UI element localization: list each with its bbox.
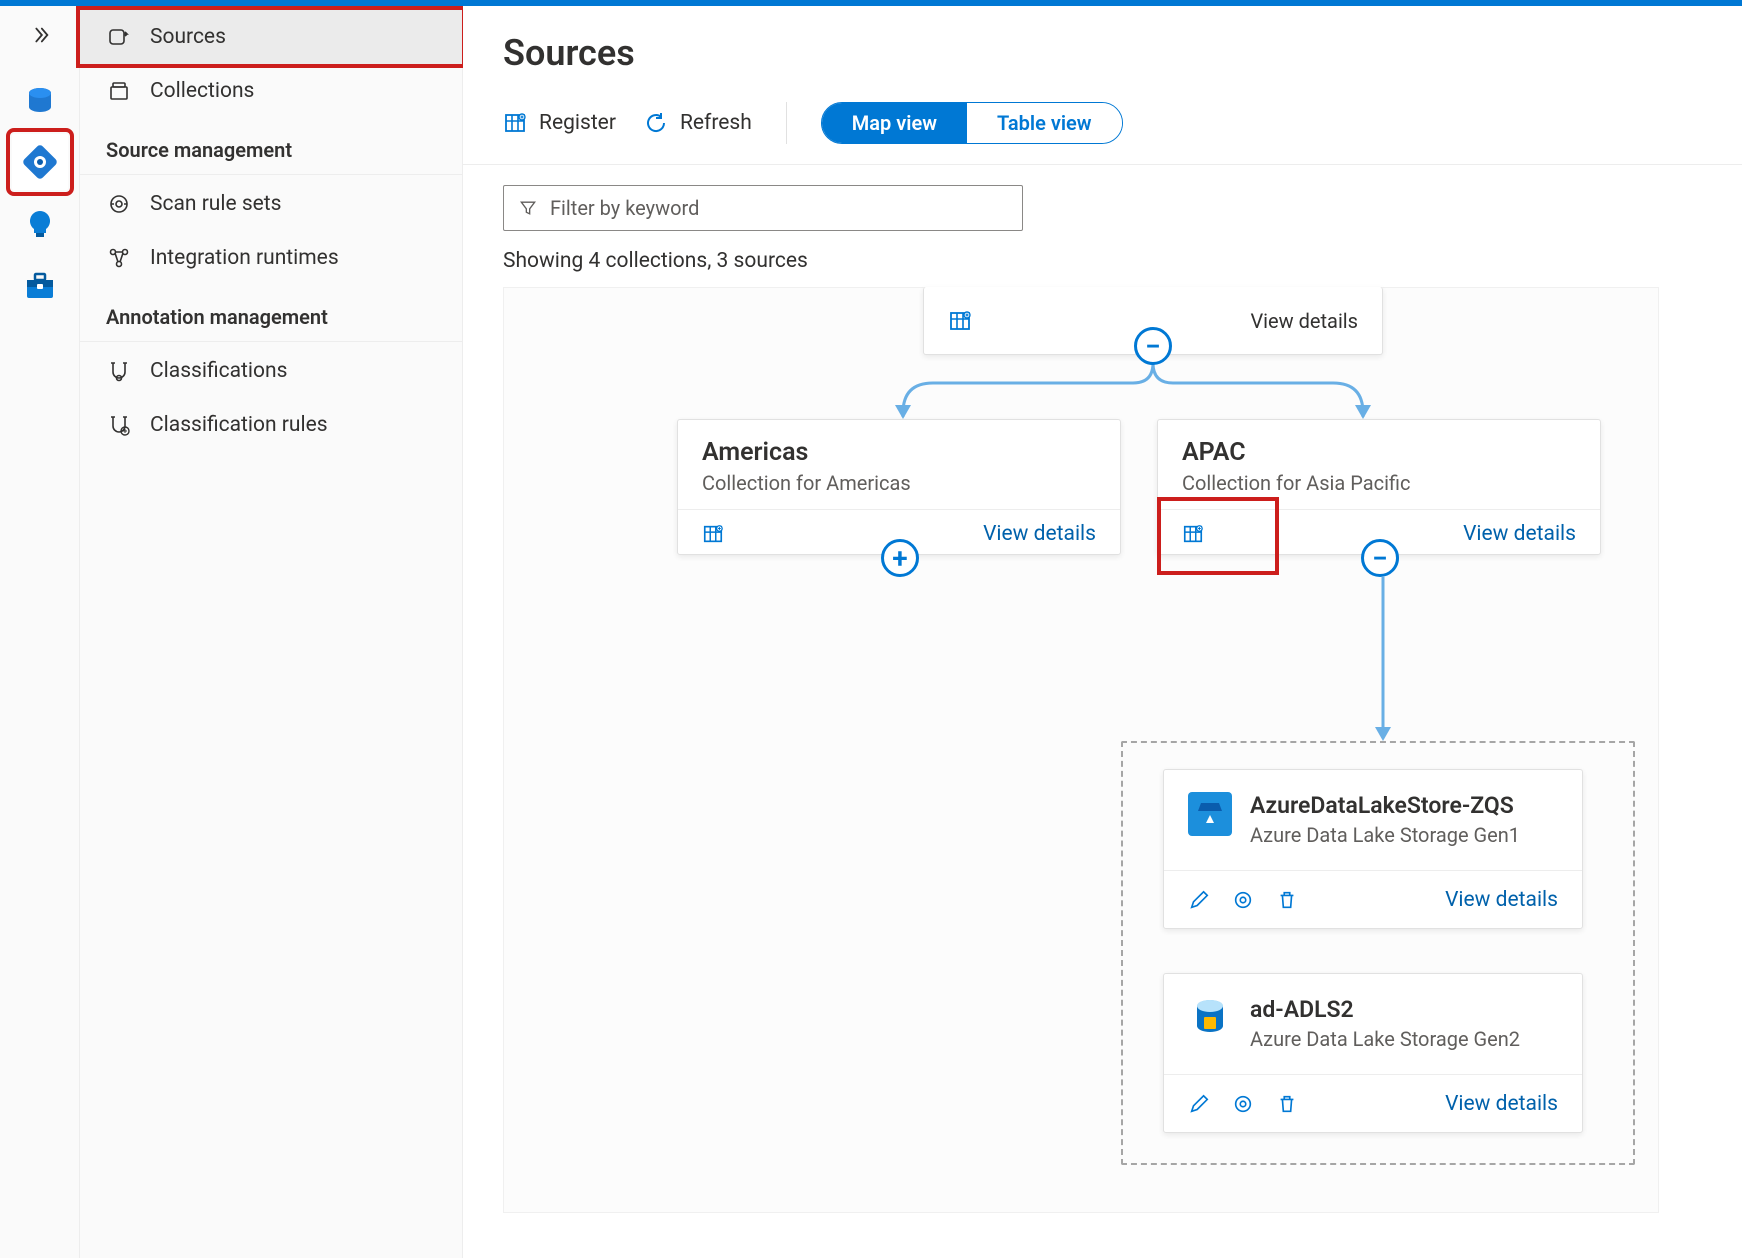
view-toggle-map[interactable]: Map view — [822, 103, 967, 143]
delete-icon[interactable] — [1276, 1093, 1298, 1115]
root-collapse-button[interactable]: − — [1134, 327, 1172, 365]
refresh-label: Refresh — [680, 111, 752, 135]
rail-item-insights[interactable] — [12, 196, 68, 252]
view-details-link[interactable]: View details — [1250, 309, 1358, 333]
section-header-annotation-management: Annotation management — [80, 285, 462, 342]
source-card-adls2: ad-ADLS2 Azure Data Lake Storage Gen2 Vi… — [1163, 973, 1583, 1133]
filter-placeholder: Filter by keyword — [550, 196, 699, 220]
source-map-icon — [23, 145, 57, 179]
refresh-icon — [644, 111, 668, 135]
sidebar-item-label: Collections — [150, 79, 254, 103]
toolbox-icon — [25, 272, 55, 300]
sidebar-item-sources[interactable]: Sources — [80, 10, 462, 64]
edit-icon[interactable] — [1188, 889, 1210, 911]
register-label: Register — [539, 111, 616, 135]
adls-gen1-logo-icon — [1188, 792, 1232, 836]
americas-expand-button[interactable]: + — [881, 539, 919, 577]
sidebar-item-label: Classifications — [150, 359, 287, 383]
sidebar-item-scanrules[interactable]: Scan rule sets — [80, 177, 462, 231]
filter-input[interactable]: Filter by keyword — [503, 185, 1023, 231]
main-content: Sources Register Refresh Map view Table … — [463, 6, 1742, 1258]
sources-icon — [106, 24, 132, 50]
map-canvas: View details − Americas Collection for A… — [503, 287, 1742, 1227]
toolbar-separator — [786, 102, 787, 144]
scan-icon[interactable] — [1232, 889, 1254, 911]
view-details-link[interactable]: View details — [1445, 888, 1558, 912]
scanrules-icon — [106, 191, 132, 217]
apac-collapse-button[interactable]: − — [1361, 539, 1399, 577]
scan-icon[interactable] — [1232, 1093, 1254, 1115]
highlight-box-apac-icon — [1157, 497, 1279, 575]
source-card-adls1: AzureDataLakeStore-ZQS Azure Data Lake S… — [1163, 769, 1583, 929]
sidebar-item-collections[interactable]: Collections — [80, 64, 462, 118]
view-details-link[interactable]: View details — [1445, 1092, 1558, 1116]
classifications-icon — [106, 358, 132, 384]
collection-subtitle: Collection for Americas — [702, 471, 1096, 495]
rail-item-management[interactable] — [12, 258, 68, 314]
collections-icon — [106, 78, 132, 104]
sidebar-item-label: Scan rule sets — [150, 192, 282, 216]
sidebar-item-label: Classification rules — [150, 413, 328, 437]
source-subtitle: Azure Data Lake Storage Gen1 — [1250, 823, 1520, 847]
collection-title: Americas — [702, 438, 1096, 467]
grid-icon[interactable] — [948, 309, 972, 333]
section-header-source-management: Source management — [80, 118, 462, 175]
lightbulb-icon — [26, 209, 54, 239]
grid-icon[interactable] — [702, 523, 724, 545]
database-icon — [25, 85, 55, 115]
rail-expand-toggle[interactable] — [29, 24, 51, 46]
icon-rail — [0, 6, 80, 1258]
sidebar-item-classifications[interactable]: Classifications — [80, 344, 462, 398]
sidebar-item-classrules[interactable]: Classification rules — [80, 398, 462, 452]
rail-item-datacatalog[interactable] — [12, 72, 68, 128]
view-details-link[interactable]: View details — [983, 522, 1096, 546]
sidebar: Sources Collections Source management Sc… — [80, 6, 463, 1258]
edit-icon[interactable] — [1188, 1093, 1210, 1115]
results-summary: Showing 4 collections, 3 sources — [463, 239, 1742, 287]
filter-icon — [518, 198, 538, 218]
runtimes-icon — [106, 245, 132, 271]
source-title: AzureDataLakeStore-ZQS — [1250, 792, 1520, 819]
toolbar: Register Refresh Map view Table view — [463, 84, 1742, 165]
sidebar-item-label: Sources — [150, 25, 226, 49]
source-title: ad-ADLS2 — [1250, 996, 1520, 1023]
collection-card-americas: Americas Collection for Americas View de… — [677, 419, 1121, 555]
register-button[interactable]: Register — [503, 111, 616, 135]
sidebar-item-label: Integration runtimes — [150, 246, 339, 270]
collection-title: APAC — [1182, 438, 1576, 467]
delete-icon[interactable] — [1276, 889, 1298, 911]
source-subtitle: Azure Data Lake Storage Gen2 — [1250, 1027, 1520, 1051]
view-details-link[interactable]: View details — [1463, 522, 1576, 546]
collection-subtitle: Collection for Asia Pacific — [1182, 471, 1576, 495]
view-toggle-table[interactable]: Table view — [967, 103, 1122, 143]
view-toggle: Map view Table view — [821, 102, 1123, 144]
page-title: Sources — [503, 32, 1702, 74]
register-icon — [503, 111, 527, 135]
sidebar-item-runtimes[interactable]: Integration runtimes — [80, 231, 462, 285]
rail-item-sources[interactable] — [12, 134, 68, 190]
refresh-button[interactable]: Refresh — [644, 111, 752, 135]
classrules-icon — [106, 412, 132, 438]
adls-gen2-logo-icon — [1188, 996, 1232, 1040]
